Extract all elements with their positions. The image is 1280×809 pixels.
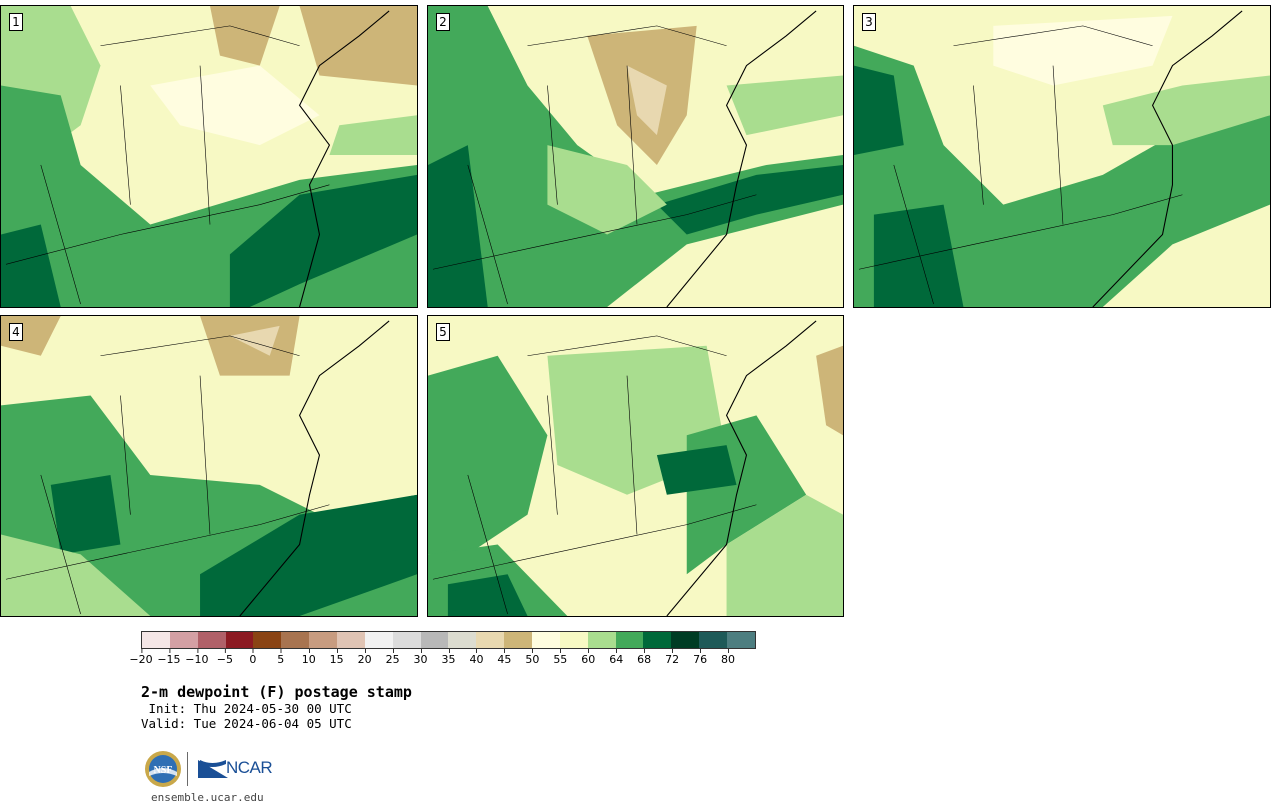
ensemble-member-map-2: 2 [427, 5, 844, 308]
panel-number-label: 4 [9, 323, 23, 341]
panel-number-label: 1 [9, 13, 23, 31]
colorbar-swatch [169, 632, 198, 648]
logo-divider [187, 752, 188, 786]
panel-number-label: 3 [862, 13, 876, 31]
colorbar-tick-label: −10 [185, 649, 209, 670]
valid-time: Valid: Tue 2024-06-04 05 UTC [141, 716, 352, 731]
dewpoint-map [428, 6, 843, 307]
colorbar-tick-label: 5 [277, 649, 284, 670]
colorbar-tick-label: 64 [609, 649, 623, 670]
colorbar-swatch [197, 632, 226, 648]
colorbar-swatch [587, 632, 616, 648]
colorbar-tick-label: 50 [525, 649, 539, 670]
colorbar-swatch [420, 632, 449, 648]
colorbar-swatch [281, 632, 310, 648]
dewpoint-map [1, 316, 417, 616]
colorbar-tick-label: 15 [330, 649, 344, 670]
colorbar-swatch [253, 632, 282, 648]
colorbar-swatch [504, 632, 533, 648]
colorbar-swatch [309, 632, 338, 648]
colorbar-swatch [364, 632, 393, 648]
dewpoint-map [854, 6, 1270, 307]
plot-title: 2-m dewpoint (F) postage stamp [141, 683, 412, 701]
ensemble-member-map-1: 1 [0, 5, 418, 308]
colorbar [141, 631, 756, 649]
colorbar-swatch [392, 632, 421, 648]
colorbar-swatch [699, 632, 728, 648]
nsf-logo: NSF [145, 751, 181, 787]
colorbar-tick-label: 0 [249, 649, 256, 670]
nsf-logo-text: NSF [154, 765, 173, 776]
ncar-logo-mark [198, 760, 228, 778]
colorbar-swatch [225, 632, 254, 648]
colorbar-swatch [559, 632, 588, 648]
colorbar-swatch [337, 632, 365, 648]
colorbar-tick-label: 80 [721, 649, 735, 670]
colorbar-tick-label: 45 [497, 649, 511, 670]
ensemble-member-map-3: 3 [853, 5, 1271, 308]
colorbar-swatch [476, 632, 505, 648]
colorbar-swatch [727, 632, 755, 648]
colorbar-tick-label: 55 [553, 649, 567, 670]
colorbar-tick-labels: −20 −15 −10 −5 0 5 10 15 20 25 30 35 40 45 50 55 60 64 68 7… [129, 649, 756, 670]
colorbar-tick-label: 30 [414, 649, 428, 670]
ensemble-member-map-5: 5 [427, 315, 844, 617]
colorbar-tick-label: 40 [469, 649, 483, 670]
colorbar-swatch [671, 632, 700, 648]
colorbar-tick-label: 20 [358, 649, 372, 670]
colorbar-tick-label: 60 [581, 649, 595, 670]
ncar-logo-text: NCAR [226, 758, 273, 777]
colorbar-tick-label: 35 [442, 649, 456, 670]
panel-number-label: 5 [436, 323, 450, 341]
ensemble-member-map-4: 4 [0, 315, 418, 617]
colorbar-tick-label: −5 [217, 649, 233, 670]
colorbar-tick-label: −20 [129, 649, 153, 670]
colorbar-tick-label: 68 [637, 649, 651, 670]
colorbar-tick-label: 10 [302, 649, 316, 670]
panel-number-label: 2 [436, 13, 450, 31]
colorbar-swatch [142, 632, 170, 648]
colorbar-tick-label: 25 [386, 649, 400, 670]
colorbar-tick-label: −15 [157, 649, 181, 670]
colorbar-swatch [532, 632, 560, 648]
dewpoint-map [1, 6, 417, 307]
colorbar-tick-label: 72 [665, 649, 679, 670]
website-url: ensemble.ucar.edu [151, 791, 264, 804]
logos: NSF NCAR [144, 750, 284, 788]
colorbar-swatch [615, 632, 644, 648]
init-time: Init: Thu 2024-05-30 00 UTC [141, 701, 352, 716]
dewpoint-map [428, 316, 843, 616]
colorbar-swatch [448, 632, 477, 648]
colorbar-tick-label: 76 [693, 649, 707, 670]
colorbar-swatch [643, 632, 672, 648]
